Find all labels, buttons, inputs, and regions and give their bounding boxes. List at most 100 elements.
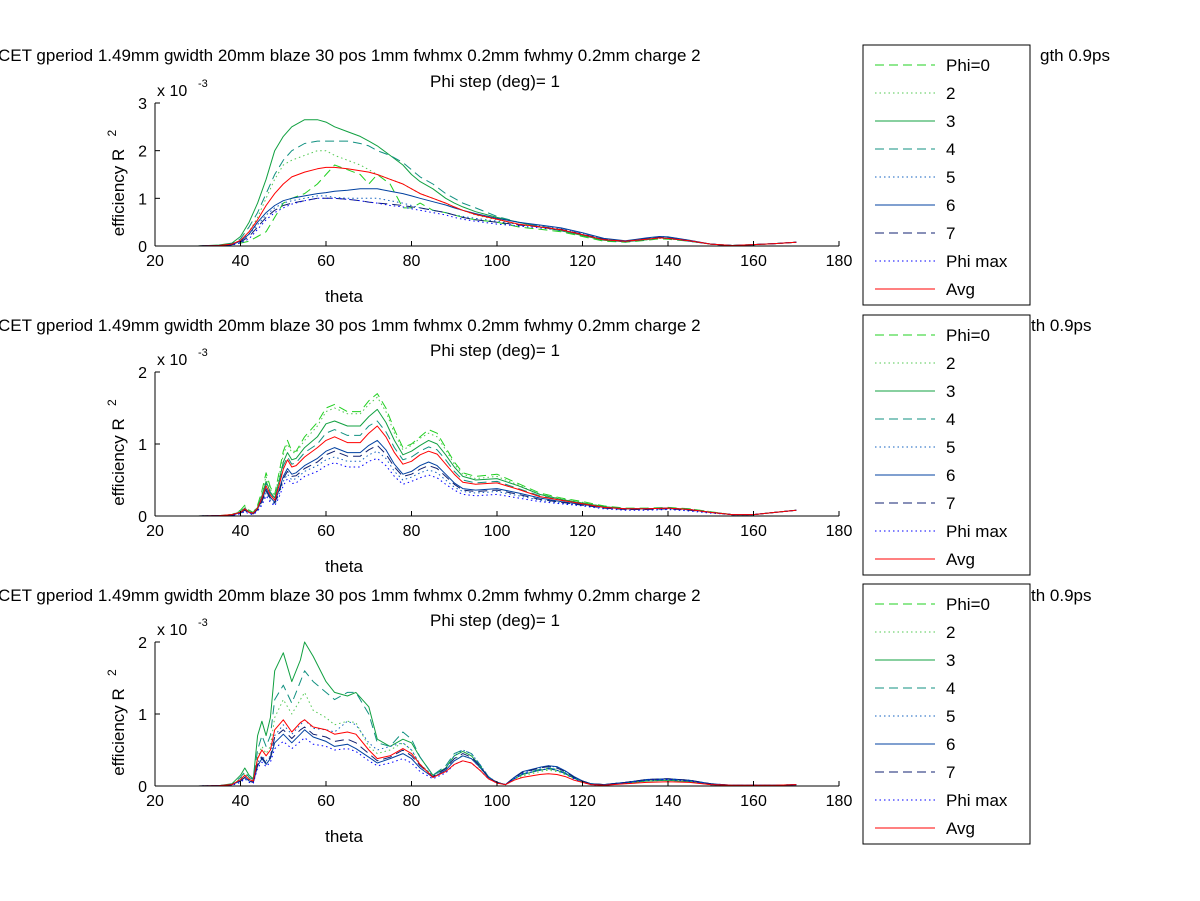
series-line-7: [197, 726, 797, 787]
subplot-1: 20 40 60 80 100 120 140 160 180 0 1 2 3 x 10 -3 theta ef…: [0, 44, 1110, 306]
x-tick-label: 180: [826, 253, 853, 270]
x-tick-label: 120: [569, 523, 596, 540]
x-tick-label: 180: [826, 793, 853, 810]
series-line-avg: [197, 166, 797, 247]
x-tick-label: 100: [484, 793, 511, 810]
x-tick-label: 40: [232, 523, 250, 540]
y-axis-label: efficiency R: [109, 149, 128, 237]
series-line-avg: [197, 719, 797, 787]
x-tick-label: 60: [317, 793, 335, 810]
x-tick-label: 100: [484, 523, 511, 540]
series-line-6: [197, 188, 797, 247]
legend-box: [862, 583, 1031, 845]
y-axis-label-group: efficiency R 2: [105, 399, 128, 506]
chart-subtitle: Phi step (deg)= 1: [430, 341, 560, 360]
x-tick-label: 20: [146, 253, 164, 270]
legend-label: 6: [946, 466, 955, 485]
legend-label: 6: [946, 196, 955, 215]
legend-label: Avg: [946, 550, 975, 569]
y-multiplier: x 10: [157, 83, 187, 100]
legend-label: Avg: [946, 819, 975, 838]
y-multiplier: x 10: [157, 622, 187, 639]
series-line-phi=0: [197, 164, 797, 247]
x-tick-label: 120: [569, 793, 596, 810]
legend-label: Phi max: [946, 791, 1008, 810]
x-tick-label: 120: [569, 253, 596, 270]
legend-label: 5: [946, 438, 955, 457]
legend-label: 2: [946, 84, 955, 103]
y-multiplier-exponent: -3: [198, 347, 208, 359]
x-tick-label: 140: [655, 253, 682, 270]
x-tick-label: 60: [317, 523, 335, 540]
y-multiplier-exponent: -3: [198, 617, 208, 629]
series-line-7: [197, 444, 797, 517]
legend-label: 2: [946, 623, 955, 642]
y-tick-label: 2: [138, 365, 147, 382]
legend-label: 5: [946, 707, 955, 726]
legend-label: 7: [946, 494, 955, 513]
x-tick-label: 40: [232, 793, 250, 810]
y-axis-label-group: efficiency R 2: [105, 669, 128, 776]
legend-label: 2: [946, 354, 955, 373]
legend-label: Phi=0: [946, 595, 990, 614]
x-tick-label: 80: [403, 253, 421, 270]
legend-label: 7: [946, 224, 955, 243]
legend-label: Phi=0: [946, 56, 990, 75]
legend: Phi=0 2 3 4 5 6 7 Phi max Avg: [862, 314, 1031, 576]
y-tick-label: 2: [138, 144, 147, 161]
chart-title-tail: th 0.9ps: [1031, 586, 1092, 605]
y-multiplier: x 10: [157, 352, 187, 369]
legend-label: 4: [946, 140, 955, 159]
y-axis-label-group: efficiency R 2: [105, 130, 128, 237]
legend-label: Phi max: [946, 522, 1008, 541]
legend-label: 4: [946, 679, 955, 698]
series-line-phi=0: [197, 393, 797, 517]
y-axis-label: efficiency R: [109, 418, 128, 506]
y-tick-label: 0: [138, 239, 147, 256]
y-axis-label-superscript: 2: [105, 130, 119, 137]
chart-subtitle: Phi step (deg)= 1: [430, 611, 560, 630]
y-tick-label: 3: [138, 96, 147, 113]
y-tick-label: 1: [138, 191, 147, 208]
legend-label: 3: [946, 382, 955, 401]
series-line-avg: [197, 425, 797, 517]
x-tick-label: 140: [655, 793, 682, 810]
legend: Phi=0 2 3 4 5 6 7 Phi max Avg: [862, 44, 1031, 306]
legend-label: 5: [946, 168, 955, 187]
legend-label: 7: [946, 763, 955, 782]
y-axis-label-superscript: 2: [105, 399, 119, 406]
y-tick-label: 1: [138, 437, 147, 454]
y-multiplier-exponent: -3: [198, 78, 208, 90]
x-tick-label: 80: [403, 793, 421, 810]
y-tick-label: 0: [138, 509, 147, 526]
series-line-5: [197, 450, 797, 517]
chart-title-tail: th 0.9ps: [1031, 316, 1092, 335]
chart-title: CET gperiod 1.49mm gwidth 20mm blaze 30 …: [0, 46, 701, 65]
series-line-7: [197, 197, 797, 247]
subplot-3: 20 40 60 80 100 120 140 160 180 0 1 2 x 10 -3 theta eff…: [0, 583, 1092, 846]
subplot-2: 20 40 60 80 100 120 140 160 180 0 1 2 x 10 -3 theta eff…: [0, 314, 1092, 576]
x-tick-label: 40: [232, 253, 250, 270]
series-line-phi-max: [197, 457, 797, 517]
legend-label: 3: [946, 112, 955, 131]
y-tick-label: 0: [138, 779, 147, 796]
x-tick-label: 180: [826, 523, 853, 540]
legend-label: Phi max: [946, 252, 1008, 271]
x-tick-label: 20: [146, 793, 164, 810]
y-tick-label: 1: [138, 707, 147, 724]
x-tick-label: 80: [403, 523, 421, 540]
legend-label: 3: [946, 651, 955, 670]
legend-label: Phi=0: [946, 326, 990, 345]
legend-box: [862, 314, 1031, 576]
chart-title-tail: gth 0.9ps: [1040, 46, 1110, 65]
legend-label: 6: [946, 735, 955, 754]
x-tick-label: 160: [740, 793, 767, 810]
x-axis-label: theta: [325, 827, 363, 846]
x-tick-label: 60: [317, 253, 335, 270]
x-tick-label: 160: [740, 523, 767, 540]
y-axis-label-superscript: 2: [105, 669, 119, 676]
chart-title: CET gperiod 1.49mm gwidth 20mm blaze 30 …: [0, 316, 701, 335]
legend-box: [862, 44, 1031, 306]
legend-label: Avg: [946, 280, 975, 299]
